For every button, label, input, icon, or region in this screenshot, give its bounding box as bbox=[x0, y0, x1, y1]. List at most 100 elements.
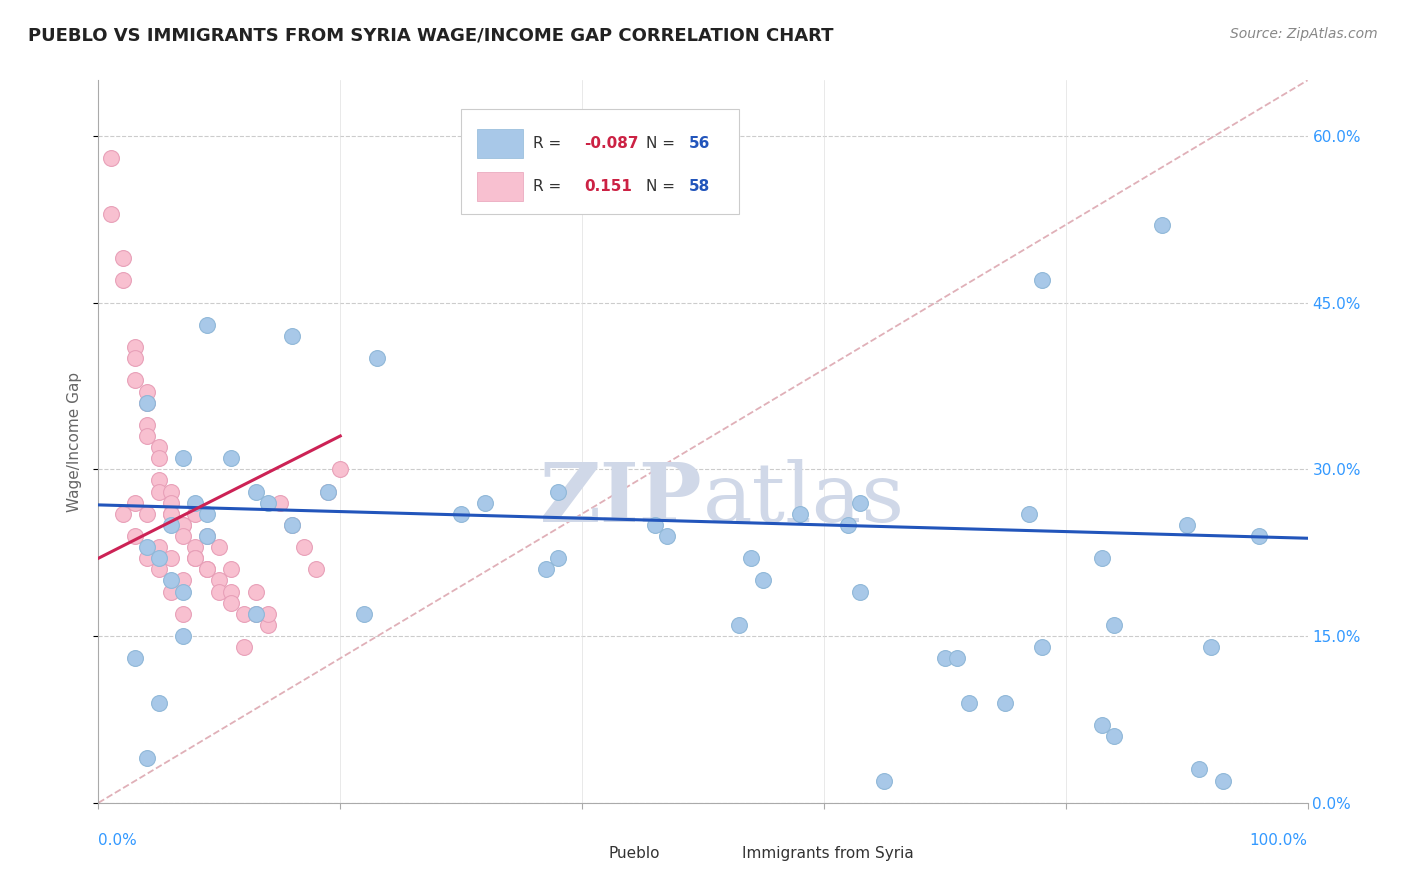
Point bbox=[789, 507, 811, 521]
Point bbox=[160, 517, 183, 532]
Point bbox=[728, 618, 751, 632]
Point bbox=[221, 584, 243, 599]
Text: -0.087: -0.087 bbox=[585, 136, 638, 151]
FancyBboxPatch shape bbox=[558, 839, 596, 867]
Point bbox=[1031, 640, 1053, 655]
Point bbox=[135, 417, 157, 432]
Point bbox=[245, 607, 267, 621]
Point bbox=[245, 607, 267, 621]
Point bbox=[208, 574, 231, 588]
Point bbox=[160, 584, 183, 599]
Point bbox=[946, 651, 969, 665]
Point bbox=[849, 584, 872, 599]
Point bbox=[994, 696, 1017, 710]
Point bbox=[740, 551, 762, 566]
Point bbox=[195, 562, 218, 576]
Point bbox=[124, 340, 146, 354]
Y-axis label: Wage/Income Gap: Wage/Income Gap bbox=[66, 371, 82, 512]
Point bbox=[184, 551, 207, 566]
Point bbox=[124, 651, 146, 665]
Point bbox=[269, 496, 291, 510]
Point bbox=[849, 496, 872, 510]
Point bbox=[934, 651, 956, 665]
Text: 100.0%: 100.0% bbox=[1250, 833, 1308, 848]
FancyBboxPatch shape bbox=[690, 839, 730, 867]
Point bbox=[148, 696, 170, 710]
Point bbox=[281, 517, 304, 532]
Point bbox=[655, 529, 678, 543]
Point bbox=[547, 551, 569, 566]
Point bbox=[1031, 273, 1053, 287]
Point bbox=[281, 517, 304, 532]
Point bbox=[1102, 729, 1125, 743]
Point bbox=[184, 551, 207, 566]
Point bbox=[160, 507, 183, 521]
Point bbox=[135, 551, 157, 566]
Point bbox=[1249, 529, 1271, 543]
Point bbox=[195, 529, 218, 543]
Point bbox=[135, 384, 157, 399]
Point bbox=[256, 618, 278, 632]
Point bbox=[1199, 640, 1222, 655]
Point bbox=[100, 151, 122, 165]
Point bbox=[1091, 551, 1114, 566]
Point bbox=[450, 507, 472, 521]
Point bbox=[184, 540, 207, 554]
Point bbox=[221, 596, 243, 610]
Text: Immigrants from Syria: Immigrants from Syria bbox=[742, 846, 914, 861]
Point bbox=[135, 395, 157, 409]
Point bbox=[245, 484, 267, 499]
Point bbox=[100, 207, 122, 221]
Point bbox=[534, 562, 557, 576]
Text: 58: 58 bbox=[689, 179, 710, 194]
Point bbox=[135, 395, 157, 409]
Point bbox=[111, 251, 134, 265]
Point bbox=[547, 484, 569, 499]
Point bbox=[160, 551, 183, 566]
Point bbox=[232, 607, 254, 621]
Text: Pueblo: Pueblo bbox=[609, 846, 661, 861]
Point bbox=[135, 540, 157, 554]
Point bbox=[873, 773, 896, 788]
Point bbox=[184, 496, 207, 510]
Point bbox=[148, 474, 170, 488]
Point bbox=[160, 484, 183, 499]
Point bbox=[1091, 718, 1114, 732]
FancyBboxPatch shape bbox=[461, 109, 740, 214]
Point bbox=[1175, 517, 1198, 532]
Point bbox=[1188, 763, 1211, 777]
Point bbox=[195, 507, 218, 521]
Point bbox=[148, 540, 170, 554]
Point bbox=[195, 318, 218, 332]
Point bbox=[305, 562, 328, 576]
Text: N =: N = bbox=[647, 136, 681, 151]
Point bbox=[172, 574, 194, 588]
Point bbox=[124, 529, 146, 543]
Point bbox=[221, 451, 243, 466]
Point bbox=[135, 751, 157, 765]
Point bbox=[1102, 618, 1125, 632]
Text: PUEBLO VS IMMIGRANTS FROM SYRIA WAGE/INCOME GAP CORRELATION CHART: PUEBLO VS IMMIGRANTS FROM SYRIA WAGE/INC… bbox=[28, 27, 834, 45]
Point bbox=[172, 584, 194, 599]
Point bbox=[124, 373, 146, 387]
Point bbox=[329, 462, 352, 476]
Text: R =: R = bbox=[533, 179, 565, 194]
Point bbox=[256, 607, 278, 621]
Text: 0.0%: 0.0% bbox=[98, 833, 138, 848]
Point bbox=[172, 529, 194, 543]
Point bbox=[195, 562, 218, 576]
Point bbox=[148, 440, 170, 454]
Point bbox=[208, 584, 231, 599]
Point bbox=[245, 584, 267, 599]
Point bbox=[111, 273, 134, 287]
Text: ZIP: ZIP bbox=[540, 459, 703, 540]
Point bbox=[160, 507, 183, 521]
Text: R =: R = bbox=[533, 136, 565, 151]
FancyBboxPatch shape bbox=[477, 128, 523, 158]
Point bbox=[148, 551, 170, 566]
Point bbox=[172, 517, 194, 532]
Point bbox=[752, 574, 775, 588]
Text: 0.151: 0.151 bbox=[585, 179, 633, 194]
Point bbox=[148, 484, 170, 499]
Point bbox=[195, 529, 218, 543]
